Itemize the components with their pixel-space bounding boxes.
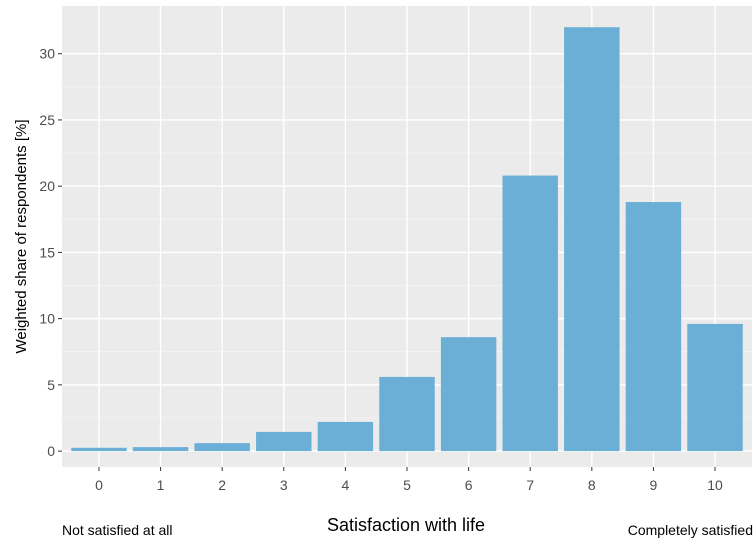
x-axis-title: Satisfaction with life: [327, 515, 485, 535]
x-tick-label: 7: [526, 477, 534, 493]
left-scale-caption: Not satisfied at all: [62, 522, 173, 538]
bar-3: [256, 431, 312, 452]
y-tick-label: 10: [39, 311, 55, 327]
bar-0: [71, 447, 127, 452]
x-tick-label: 1: [157, 477, 165, 493]
x-tick-label: 9: [650, 477, 658, 493]
x-tick-label: 2: [218, 477, 226, 493]
bar-9: [625, 202, 682, 452]
x-tick-label: 10: [707, 477, 723, 493]
x-tick-label: 6: [465, 477, 473, 493]
right-scale-caption: Completely satisfied: [628, 522, 753, 538]
bar-8: [564, 27, 620, 452]
y-axis-title: Weighted share of respondents [%]: [13, 119, 30, 353]
x-tick-label: 4: [341, 477, 349, 493]
x-tick-label: 0: [95, 477, 103, 493]
bar-10: [687, 323, 743, 452]
y-tick-label: 5: [47, 377, 55, 393]
bar-7: [502, 175, 558, 452]
y-tick-label: 0: [47, 443, 55, 459]
y-tick-label: 25: [39, 112, 55, 128]
x-axis: 0 1 2 3 4 5 6 7 8 9 10: [95, 467, 723, 493]
bar-2: [194, 443, 250, 452]
bar-6: [440, 337, 497, 452]
bars: [71, 27, 743, 452]
y-tick-label: 30: [39, 46, 55, 62]
bar-5: [379, 376, 435, 452]
bar-4: [317, 421, 374, 452]
x-tick-label: 3: [280, 477, 288, 493]
y-tick-label: 15: [39, 244, 55, 260]
x-tick-label: 8: [588, 477, 596, 493]
y-tick-label: 20: [39, 178, 55, 194]
x-tick-label: 5: [403, 477, 411, 493]
y-axis: 0 5 10 15 20 25 30: [39, 46, 62, 459]
bar-1: [132, 447, 189, 452]
